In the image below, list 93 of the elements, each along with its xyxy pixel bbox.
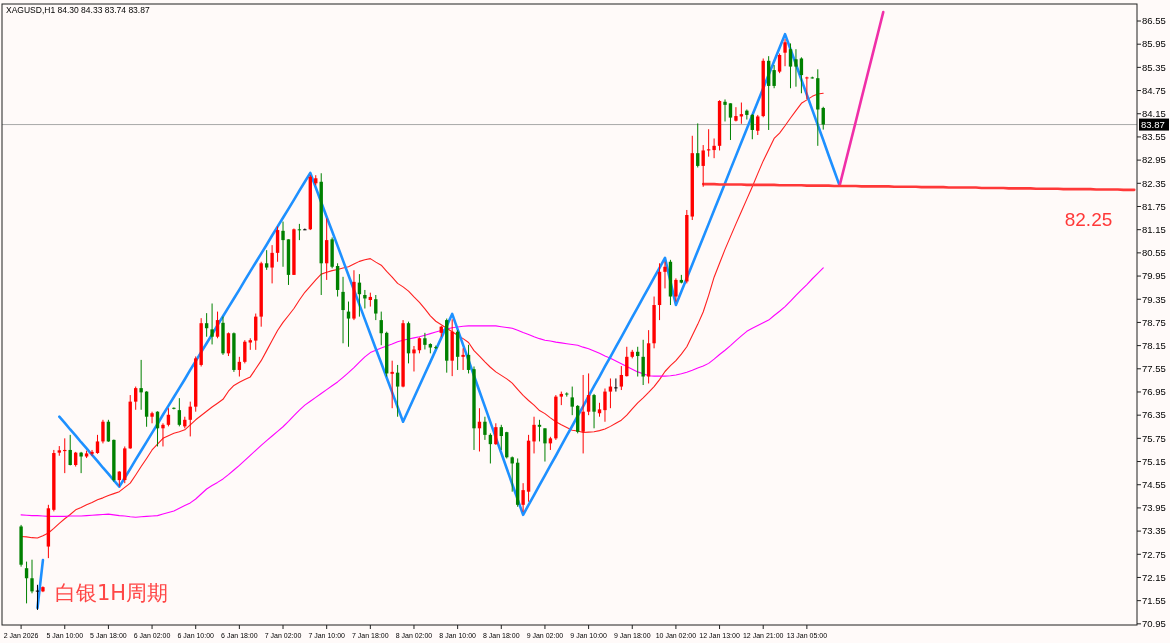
y-tick-label: 73.95 (1142, 502, 1166, 514)
candlestick (723, 98, 727, 122)
y-tick-label: 71.55 (1142, 594, 1166, 606)
candlestick (805, 76, 809, 100)
candlestick (423, 332, 427, 350)
candlestick (297, 223, 302, 241)
y-tick-label: 83.55 (1142, 131, 1166, 143)
candlestick (532, 416, 536, 454)
y-tick-label: 84.75 (1142, 84, 1166, 96)
candlestick (35, 584, 40, 611)
candlestick (592, 393, 596, 429)
candlestick (499, 424, 503, 451)
candlestick (363, 289, 367, 310)
candlestick (701, 144, 705, 188)
ref-line-label: 83.87 (1141, 119, 1165, 131)
annotation: 白银1H周期 (55, 581, 169, 605)
y-tick-label: 81.75 (1142, 200, 1166, 212)
candlestick (139, 359, 143, 411)
candlestick (461, 347, 465, 371)
y-tick-label: 80.55 (1142, 247, 1166, 259)
candlestick (79, 451, 83, 474)
candlestick (95, 434, 100, 455)
candlestick (177, 397, 182, 427)
candlestick (581, 374, 585, 454)
candlestick (663, 261, 667, 289)
candlestick (674, 277, 678, 303)
candlestick (728, 102, 733, 141)
candlestick (614, 377, 618, 393)
y-tick-label: 85.35 (1142, 61, 1166, 73)
y-tick-label: 72.15 (1142, 571, 1166, 583)
y-tick-label: 84.15 (1142, 108, 1166, 120)
y-tick-label: 86.55 (1142, 15, 1166, 27)
candlestick (101, 419, 105, 444)
candlestick (777, 52, 782, 74)
candlestick (543, 427, 547, 463)
candlestick (799, 56, 804, 94)
candlestick (90, 449, 94, 457)
candlestick (521, 482, 525, 513)
candlestick (734, 106, 738, 122)
candlestick (161, 422, 165, 447)
y-tick-label: 78.75 (1142, 316, 1166, 328)
y-tick-label: 78.15 (1142, 339, 1166, 351)
y-tick-label: 82.35 (1142, 177, 1166, 189)
candlestick (794, 48, 798, 88)
candlestick (772, 64, 776, 89)
line-series (20, 267, 824, 518)
candlestick (390, 360, 394, 409)
candlestick (619, 365, 624, 391)
y-tick-label: 74.55 (1142, 479, 1166, 491)
y-tick-label: 85.95 (1142, 38, 1166, 50)
candlestick (243, 339, 247, 364)
candlestick (783, 38, 787, 67)
candlestick (586, 372, 591, 416)
candlestick (494, 422, 498, 446)
chart-title: XAGUSD,H1 84.30 84.33 83.74 83.87 (6, 5, 150, 15)
candlestick (756, 114, 760, 136)
candlestick (281, 221, 285, 268)
y-tick-label: 76.35 (1142, 409, 1166, 421)
y-tick-label: 82.95 (1142, 154, 1166, 166)
candlestick (264, 249, 269, 271)
y-tick-label: 76.95 (1142, 386, 1166, 398)
candlestick (570, 386, 574, 416)
candlestick (172, 406, 176, 410)
series-label: 82.25 (1064, 208, 1113, 230)
y-tick-label: 79.35 (1142, 293, 1166, 305)
line-series (20, 92, 824, 539)
candlestick (412, 345, 416, 372)
y-tick-label: 70.95 (1142, 618, 1166, 630)
candlestick (603, 388, 607, 423)
candlestick (275, 226, 280, 263)
candlestick (641, 339, 645, 386)
candlestick (30, 559, 34, 594)
y-tick-label: 79.95 (1142, 270, 1166, 282)
y-tick-label: 75.15 (1142, 455, 1166, 467)
y-tick-label: 73.35 (1142, 525, 1166, 537)
candlestick (150, 411, 154, 424)
line-series (838, 10, 885, 187)
candlestick (210, 302, 214, 345)
candlestick (821, 106, 825, 131)
candlestick (483, 416, 487, 441)
candlestick (788, 42, 793, 89)
y-tick-label: 81.15 (1142, 223, 1166, 235)
y-tick-label: 77.55 (1142, 363, 1166, 375)
candlestick (270, 244, 274, 284)
y-tick-label: 72.75 (1142, 548, 1166, 560)
candlestick (374, 294, 378, 321)
candlestick (134, 386, 138, 411)
candlestick (712, 137, 716, 159)
candlestick (341, 276, 345, 344)
y-tick-label: 75.75 (1142, 432, 1166, 444)
candlestick (565, 391, 569, 398)
candlestick (696, 122, 700, 168)
candlestick (215, 311, 220, 339)
